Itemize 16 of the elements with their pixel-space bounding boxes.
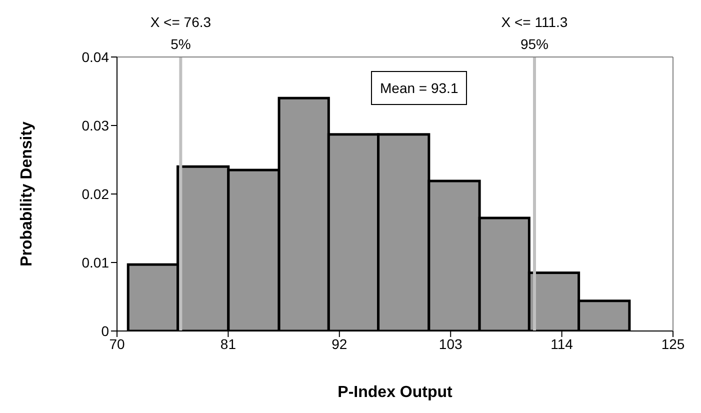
y-tick-label: 0 [101, 322, 110, 339]
annotation: Mean = 93.1 [371, 71, 468, 105]
x-tick-label: 92 [332, 336, 348, 352]
y-tick-label: 0.01 [82, 254, 110, 270]
y-tick-label: 0.04 [82, 48, 110, 65]
x-tick-label: 103 [438, 336, 462, 352]
x-axis-title: P-Index Output [338, 384, 453, 401]
ref-line-label: X <= 76.3 5% [150, 14, 212, 52]
y-tick-label: 0.02 [82, 186, 110, 202]
y-tick-label: 0.03 [82, 117, 110, 134]
x-tick-label: 70 [109, 336, 125, 352]
ref-line-label: X <= 111.3 95% [501, 14, 568, 52]
x-tick-label: 125 [661, 336, 685, 352]
x-tick-label: 114 [550, 336, 574, 352]
y-axis-title: Probability Density [18, 121, 36, 266]
x-tick-label: 81 [220, 336, 236, 352]
